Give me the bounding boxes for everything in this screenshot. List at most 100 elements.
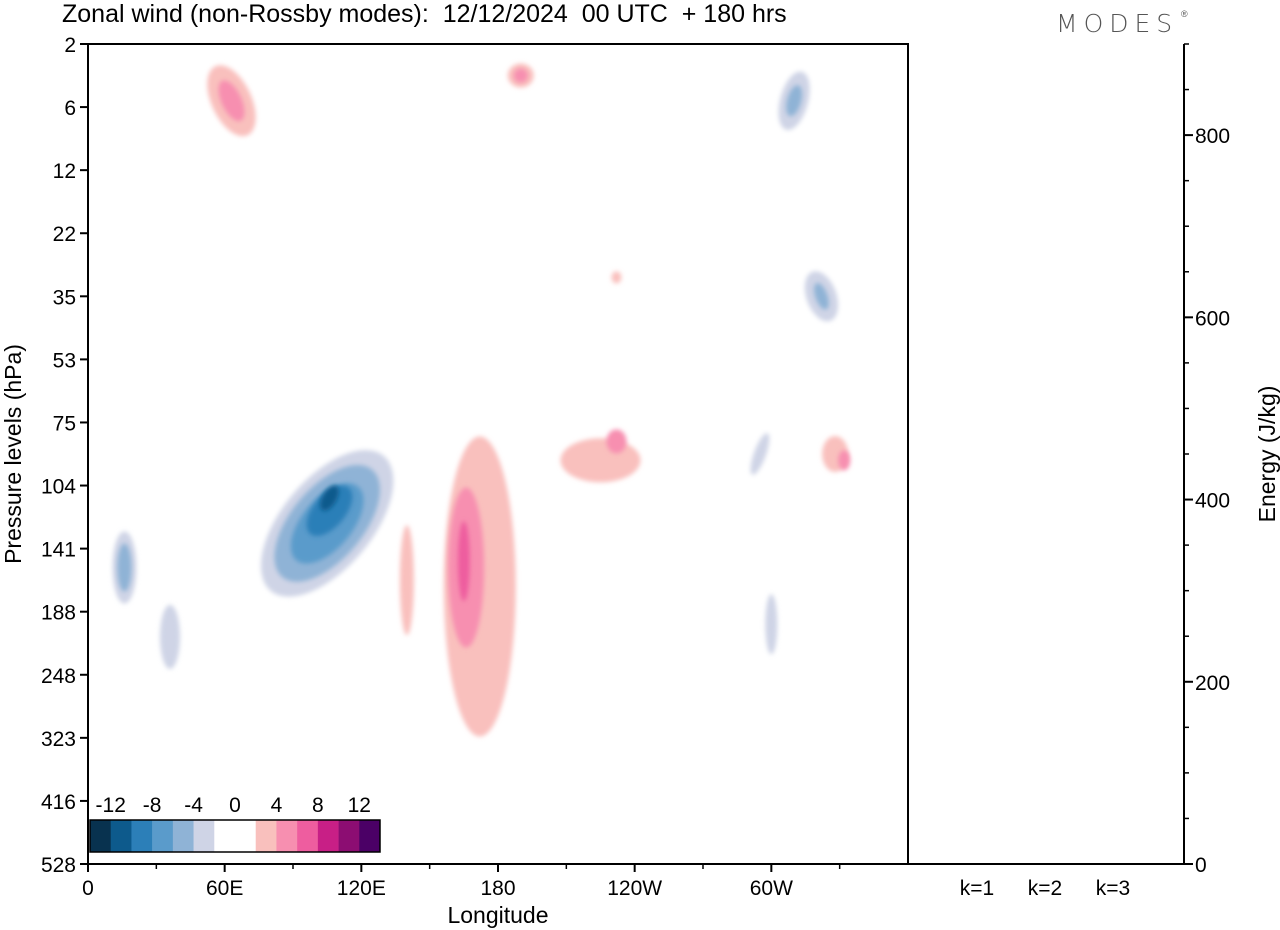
colorbar-swatch <box>214 820 236 852</box>
heatmap-field <box>103 44 908 864</box>
colorbar-swatch <box>235 820 257 852</box>
colorbar-label: -4 <box>184 794 203 817</box>
colorbar-frame <box>89 819 381 853</box>
contour-region <box>306 485 353 536</box>
colorbar-swatch <box>276 820 298 852</box>
contour-region <box>838 450 851 471</box>
contour-region <box>204 556 246 667</box>
contour-region <box>320 485 339 511</box>
colorbar-label: 12 <box>348 794 371 817</box>
contour-region <box>176 349 227 395</box>
contour-region <box>900 540 908 621</box>
bar-y-tick-label: 400 <box>1195 490 1230 513</box>
contour-region <box>879 166 892 187</box>
colorbar-label: -12 <box>96 794 126 817</box>
colorbar-label: -8 <box>143 794 162 817</box>
bar-category-label: k=2 <box>1028 877 1062 900</box>
energy-bar-panel: 0 200 400 600 800 k=1 k=2 k=3 Energy (J/kg) <box>908 43 1280 900</box>
bar-y-tick-label: 0 <box>1195 854 1207 877</box>
y-tick-label: 323 <box>41 728 76 751</box>
colorbar-swatch <box>152 820 174 852</box>
energy-bar <box>1023 863 1067 865</box>
colorbar-swatch <box>131 820 153 852</box>
bar-y-tick-label: 200 <box>1195 672 1230 695</box>
y-tick-label: 188 <box>41 602 76 625</box>
contour-region <box>611 271 622 284</box>
y-tick-label: 528 <box>41 854 76 877</box>
energy-bar <box>955 863 999 865</box>
y-axis: 2 6 12 22 35 53 75 104 141 188 248 323 416 528 <box>41 34 88 877</box>
contour-region <box>269 343 294 376</box>
bar-y-tick-label: 800 <box>1195 125 1230 148</box>
contour-region <box>399 525 414 636</box>
contour-region <box>786 85 803 117</box>
y-tick-label: 141 <box>41 539 76 562</box>
y-tick-label: 104 <box>41 476 76 499</box>
x-tick-label: 120W <box>607 877 662 900</box>
contour-region <box>795 164 816 201</box>
contour-region <box>160 604 180 669</box>
contour-region <box>741 184 778 245</box>
contour-region <box>457 521 470 602</box>
contour-region <box>670 286 691 331</box>
y-axis-label: Pressure levels (hPa) <box>0 344 26 564</box>
colorbar-swatch <box>172 820 194 852</box>
contour-region <box>604 269 629 298</box>
contour-region <box>117 543 132 592</box>
colorbar-swatch <box>297 820 319 852</box>
contour-region <box>628 564 641 609</box>
contour-region <box>606 429 627 454</box>
y-tick-label: 22 <box>53 223 76 246</box>
chart-title: Zonal wind (non-Rossby modes): 12/12/202… <box>62 0 787 28</box>
y-tick-label: 12 <box>53 160 76 183</box>
contour-region <box>458 826 538 864</box>
contour-region <box>861 802 886 863</box>
contour-region <box>685 634 721 715</box>
colorbar-swatch <box>110 820 132 852</box>
contour-region <box>560 438 641 483</box>
colorbar-swatch <box>193 820 215 852</box>
contour-region <box>693 107 713 132</box>
contour-region <box>802 71 831 92</box>
contour-region <box>381 48 432 77</box>
x-axis-label: Longitude <box>447 902 548 928</box>
colorbar-label: 8 <box>312 794 324 817</box>
contour-region <box>649 194 666 235</box>
contour-region <box>750 433 770 475</box>
y-tick-label: 416 <box>41 791 76 814</box>
y-tick-label: 248 <box>41 665 76 688</box>
contour-region <box>814 282 829 310</box>
contour-region <box>376 584 393 665</box>
contour-region <box>401 166 458 199</box>
colorbar-swatch <box>359 820 381 852</box>
bar-y-tick-label: 600 <box>1195 307 1230 330</box>
contour-region <box>765 594 778 655</box>
contour-region <box>132 84 157 105</box>
contour-region <box>220 44 229 45</box>
contour-region <box>513 68 528 83</box>
contour-region <box>521 316 566 390</box>
colorbar: -12 -8 -4 0 4 8 12 <box>89 794 381 853</box>
contour-region <box>290 316 387 390</box>
x-tick-label: 120E <box>337 877 386 900</box>
energy-bar <box>1091 863 1135 865</box>
x-tick-label: 0 <box>82 877 94 900</box>
contour-region <box>617 44 652 45</box>
contour-region <box>332 407 390 438</box>
colorbar-label: 0 <box>229 794 241 817</box>
contour-region <box>819 324 860 395</box>
modes-logo: MODES <box>1056 9 1179 38</box>
x-axis: 0 60E 120E 180 120W 60W <box>82 864 841 900</box>
bar-y-axis-label: Energy (J/kg) <box>1254 386 1280 523</box>
contour-region <box>206 445 243 463</box>
bar-category-label: k=3 <box>1096 877 1130 900</box>
colorbar-swatch <box>317 820 339 852</box>
contour-region <box>218 80 245 122</box>
colorbar-label: 4 <box>271 794 283 817</box>
y-tick-label: 35 <box>53 286 76 309</box>
x-tick-label: 180 <box>480 877 515 900</box>
colorbar-swatch <box>255 820 277 852</box>
contour-region <box>513 107 574 132</box>
registered-mark: ® <box>1181 9 1188 19</box>
